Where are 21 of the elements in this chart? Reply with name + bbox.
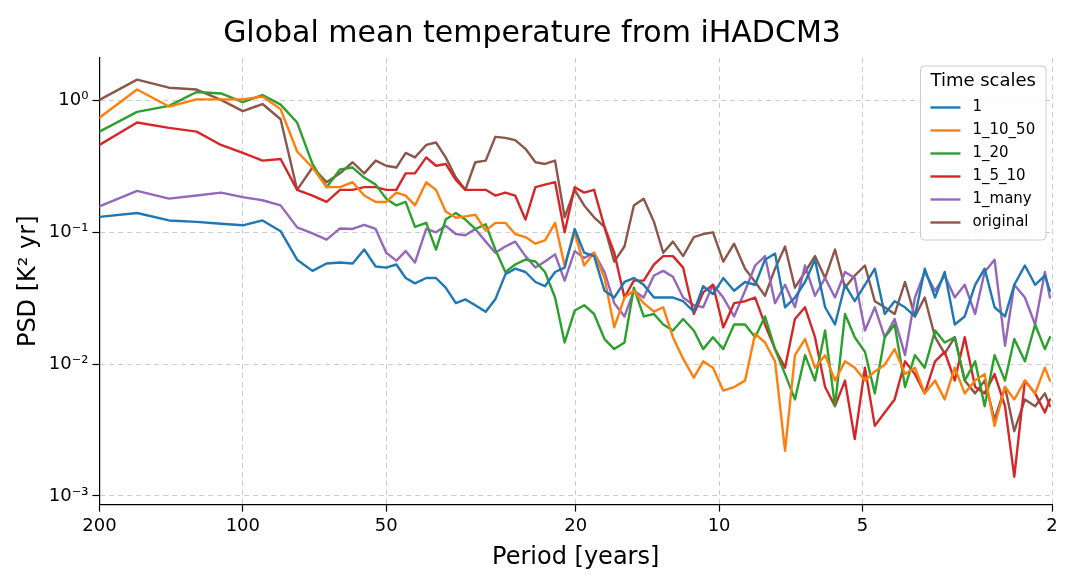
y-axis-title: PSD [K² yr] bbox=[12, 215, 41, 348]
legend-title: Time scales bbox=[929, 68, 1036, 90]
legend-label: 1_many bbox=[972, 189, 1032, 209]
y-tick-label: 10⁰ bbox=[58, 88, 89, 110]
y-tick-label: 10⁻² bbox=[48, 351, 89, 373]
legend-label: 1_10_50 bbox=[972, 120, 1036, 140]
x-tick-label: 10 bbox=[707, 514, 731, 536]
y-tick-label: 10⁻³ bbox=[48, 483, 89, 505]
legend-label: 1 bbox=[972, 97, 983, 116]
x-tick-label: 200 bbox=[82, 514, 117, 536]
y-tick-label: 10⁻¹ bbox=[48, 219, 89, 241]
legend-label: original bbox=[972, 212, 1029, 231]
x-axis-title: Period [years] bbox=[492, 541, 660, 570]
legend-label: 1_5_10 bbox=[972, 166, 1026, 186]
x-tick-label: 5 bbox=[856, 514, 869, 536]
legend-label: 1_20 bbox=[972, 143, 1009, 163]
x-tick-label: 100 bbox=[225, 514, 260, 536]
chart-title: Global mean temperature from iHADCM3 bbox=[223, 13, 841, 49]
x-tick-label: 50 bbox=[374, 514, 398, 536]
x-tick-label: 20 bbox=[564, 514, 588, 536]
x-tick-label: 2 bbox=[1046, 514, 1058, 536]
